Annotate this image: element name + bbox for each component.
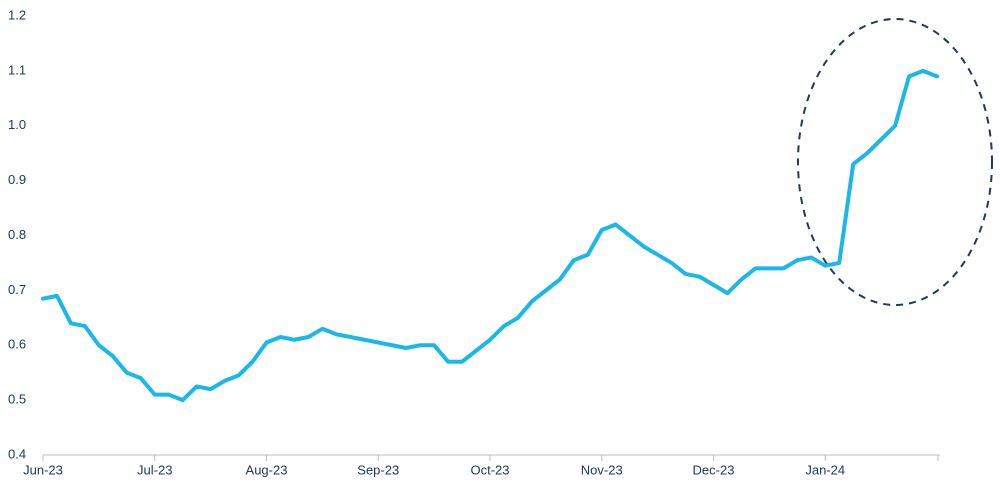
y-tick-label: 1.0 [8, 117, 26, 132]
y-tick-label: 0.7 [8, 282, 26, 297]
x-tick-label: Jan-24 [805, 462, 845, 477]
x-tick-label: Jul-23 [137, 462, 172, 477]
y-tick-label: 0.4 [8, 446, 26, 461]
x-tick-label: Oct-23 [470, 462, 509, 477]
x-tick-label: Sep-23 [357, 462, 399, 477]
x-tick-label: Dec-23 [693, 462, 735, 477]
highlight-ellipse [797, 18, 993, 306]
y-tick-label: 1.1 [8, 62, 26, 77]
y-tick-label: 0.5 [8, 392, 26, 407]
x-tick-label: Jun-23 [23, 462, 63, 477]
y-tick-label: 0.6 [8, 337, 26, 352]
line [41, 68, 939, 403]
y-tick-label: 0.9 [8, 172, 26, 187]
x-tick-label: Nov-23 [581, 462, 623, 477]
y-tick-label: 1.2 [8, 7, 26, 22]
x-tick-label: Aug-23 [246, 462, 288, 477]
y-tick-label: 0.8 [8, 227, 26, 242]
